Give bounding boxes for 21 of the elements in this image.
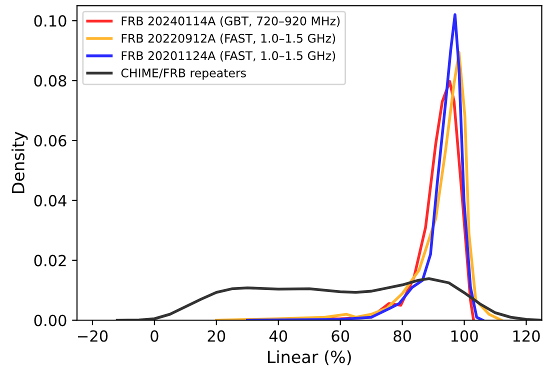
y-tick-label: 0.10: [34, 15, 66, 27]
legend-label: FRB 20220912A (FAST, 1.0–1.5 GHz): [122, 34, 336, 44]
x-tick-label: 0: [150, 330, 158, 342]
x-axis-title: Linear (%): [268, 350, 351, 366]
legend-label: CHIME/FRB repeaters: [121, 68, 246, 80]
legend-label: FRB 20240114A (GBT, 720–920 MHz): [122, 16, 340, 27]
x-tick-label: 40: [269, 330, 288, 342]
y-tick-label: 0.08: [34, 75, 66, 87]
legend-label: FRB 20201124A (FAST, 1.0–1.5 GHz): [122, 50, 336, 62]
x-tick-label: 60: [332, 330, 350, 342]
x-tick-label: 120: [513, 330, 540, 342]
y-tick-label: 0.02: [34, 254, 66, 266]
y-tick-label: 0.04: [34, 194, 66, 206]
y-tick-label: 0.06: [34, 134, 66, 147]
x-tick-label: 100: [451, 330, 478, 342]
x-tick-label: −20: [78, 330, 108, 342]
line-series: [116, 277, 542, 320]
y-tick-label: 0.00: [34, 314, 66, 326]
x-tick-label: 20: [208, 330, 226, 342]
y-axis-title: Density: [12, 132, 28, 194]
x-tick-label: 80: [394, 330, 412, 342]
